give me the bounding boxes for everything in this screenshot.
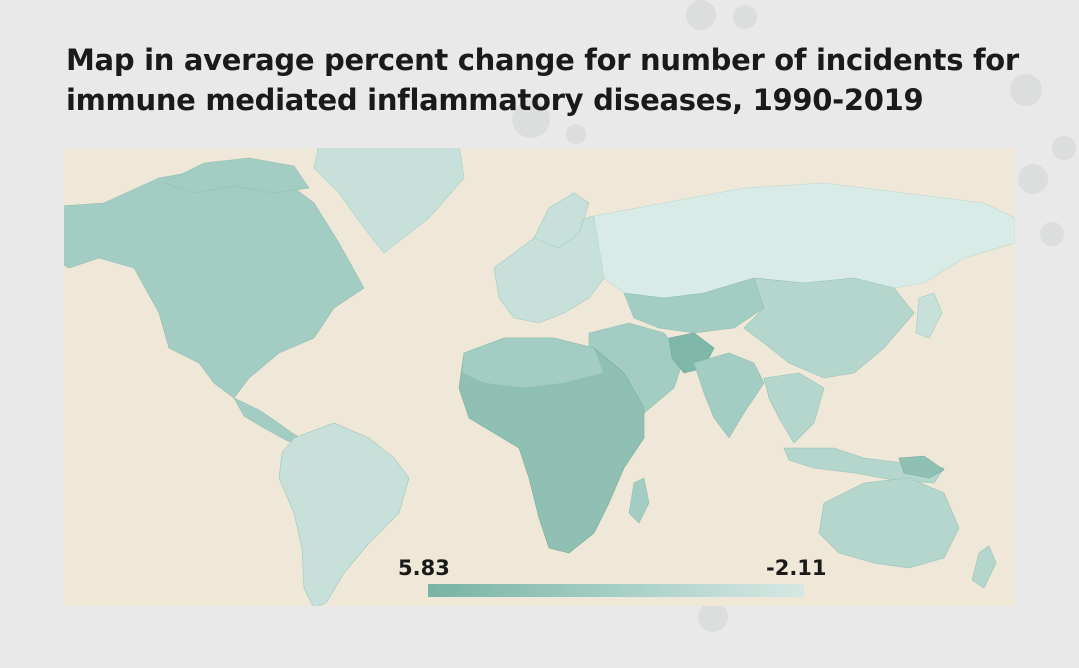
legend-color-scale [428, 584, 804, 597]
region-japan [915, 292, 943, 339]
decorative-bubble [733, 5, 757, 29]
world-map [64, 148, 1015, 606]
page-title: Map in average percent change for number… [66, 43, 1019, 117]
decorative-bubble [1040, 222, 1064, 246]
legend-max-label: -2.11 [766, 556, 827, 580]
region-east-asia [743, 277, 915, 379]
decorative-bubble [1010, 74, 1042, 106]
region-central-asia [623, 277, 765, 334]
world-map-svg [64, 148, 1015, 606]
region-north-africa [461, 337, 605, 389]
decorative-bubble [1018, 164, 1048, 194]
region-scandinavia [533, 192, 590, 249]
region-papua-new-guinea [898, 455, 945, 479]
region-russia [593, 182, 1015, 299]
region-north-america [64, 167, 365, 399]
region-madagascar [628, 477, 650, 524]
decorative-bubble [698, 602, 728, 632]
region-greenland [313, 148, 465, 254]
decorative-bubble [686, 0, 716, 30]
decorative-bubble [566, 124, 586, 144]
region-new-zealand [971, 545, 997, 589]
region-indonesia [783, 447, 945, 484]
region-southeast-asia [763, 372, 825, 444]
legend-min-label: 5.83 [398, 556, 450, 580]
region-south-america [278, 422, 410, 606]
region-india [693, 352, 765, 439]
region-australia [818, 477, 960, 569]
region-arctic-islands [163, 157, 310, 194]
decorative-bubble [1052, 136, 1076, 160]
decorative-bubble [512, 100, 550, 138]
